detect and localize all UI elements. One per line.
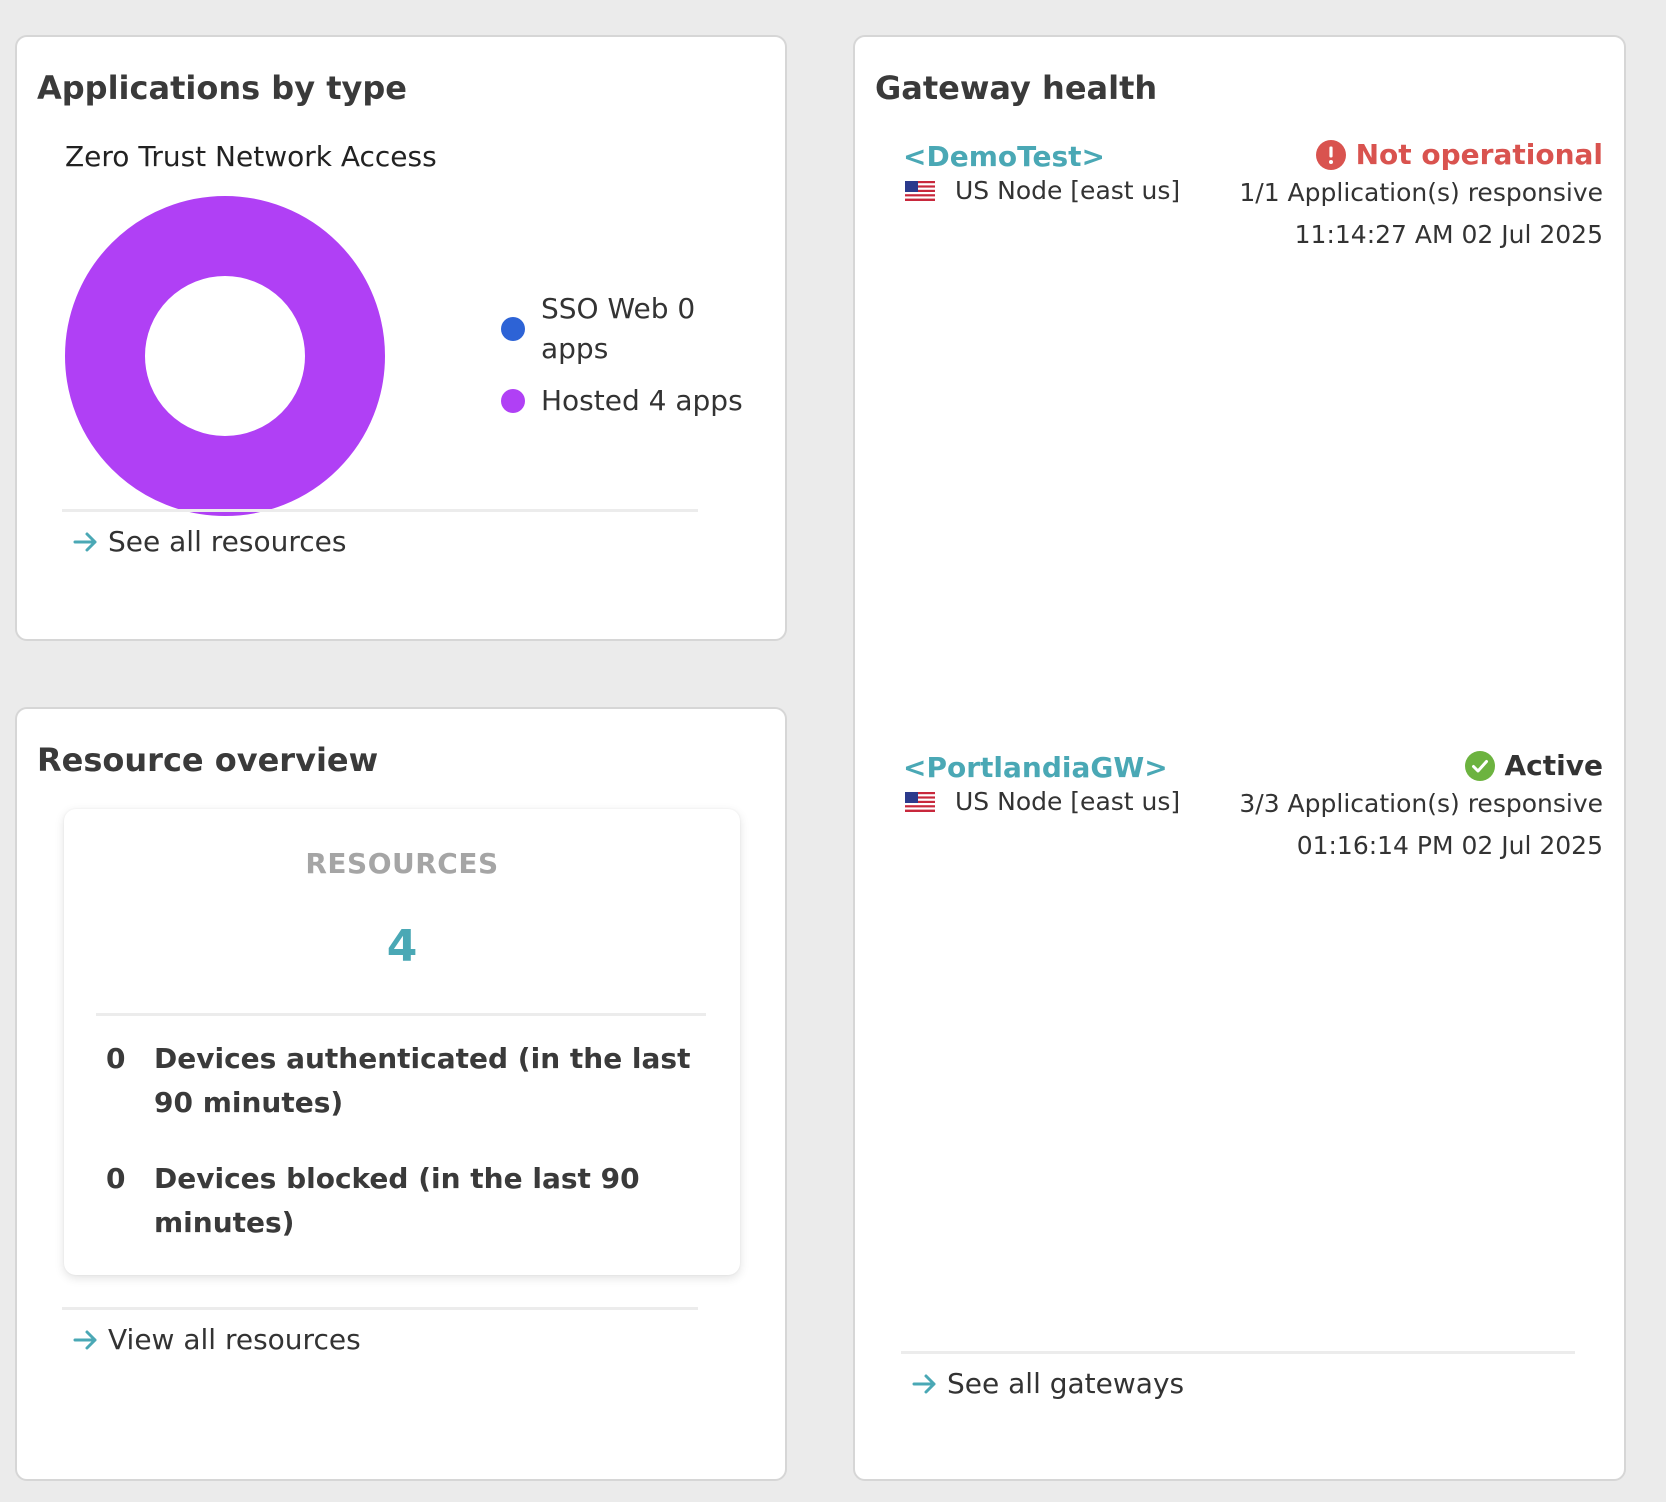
applications-by-type-card: Applications by type Zero Trust Network …: [15, 35, 787, 641]
us-flag-icon: [905, 180, 935, 201]
legend-item-sso-web[interactable]: SSO Web 0 apps: [501, 289, 761, 369]
check-circle-icon: [1464, 750, 1495, 781]
divider: [96, 1013, 706, 1016]
gateway-item: <PortlandiaGW> US Node [east us] Active …: [903, 749, 1604, 881]
stat-devices-authenticated: 0 Devices authenticated (in the last 90 …: [106, 1037, 706, 1125]
us-flag-icon: [905, 791, 935, 812]
gateway-name-link[interactable]: <DemoTest>: [903, 140, 1105, 173]
resource-overview-card: Resource overview RESOURCES 4 0 Devices …: [15, 707, 787, 1481]
divider: [901, 1351, 1575, 1354]
stat-label: Devices blocked (in the last 90 minutes): [154, 1162, 640, 1239]
see-all-gateways-label: See all gateways: [947, 1367, 1185, 1400]
resources-label: RESOURCES: [305, 847, 499, 880]
arrow-right-icon: [912, 1374, 936, 1393]
see-all-resources-link[interactable]: See all resources: [72, 525, 346, 558]
legend-label-sso-web: SSO Web 0 apps: [541, 292, 696, 365]
chart-legend: SSO Web 0 apps Hosted 4 apps: [501, 289, 761, 421]
legend-dot-hosted: [501, 389, 525, 413]
gateway-node-label: US Node [east us]: [955, 787, 1181, 816]
gateway-status-label: Not operational: [1355, 138, 1603, 171]
donut-slice-hosted[interactable]: [65, 196, 385, 516]
resources-summary-box: RESOURCES 4 0 Devices authenticated (in …: [64, 809, 740, 1275]
gateway-responsive: 3/3 Application(s) responsive: [1239, 789, 1603, 818]
chart-subtitle: Zero Trust Network Access: [65, 140, 437, 173]
divider: [62, 509, 698, 512]
gateway-responsive: 1/1 Application(s) responsive: [1239, 178, 1603, 207]
view-all-resources-label: View all resources: [108, 1323, 361, 1356]
gateway-node-label: US Node [east us]: [955, 176, 1181, 205]
gateway-status: Not operational: [1315, 138, 1603, 171]
resource-overview-title: Resource overview: [37, 741, 379, 779]
applications-card-title: Applications by type: [37, 69, 407, 107]
gateway-timestamp: 01:16:14 PM 02 Jul 2025: [1296, 831, 1603, 860]
divider: [62, 1307, 698, 1310]
arrow-right-icon: [73, 1330, 97, 1349]
gateway-health-title: Gateway health: [875, 69, 1158, 107]
applications-donut-chart[interactable]: [64, 195, 386, 517]
view-all-resources-link[interactable]: View all resources: [72, 1323, 361, 1356]
gateway-item: <DemoTest> US Node [east us] Not operati…: [903, 138, 1603, 270]
legend-item-hosted[interactable]: Hosted 4 apps: [501, 381, 761, 421]
stat-label: Devices authenticated (in the last 90 mi…: [154, 1042, 691, 1119]
legend-label-hosted: Hosted 4 apps: [541, 384, 743, 417]
stat-value: 0: [106, 1162, 126, 1195]
stat-value: 0: [106, 1042, 126, 1075]
stat-devices-blocked: 0 Devices blocked (in the last 90 minute…: [106, 1157, 706, 1245]
error-icon: [1315, 139, 1346, 170]
gateway-health-card: Gateway health <DemoTest> US Node [east …: [853, 35, 1626, 1481]
gateway-node: US Node [east us]: [905, 787, 1180, 816]
resources-count[interactable]: 4: [386, 921, 418, 972]
arrow-right-icon: [73, 532, 97, 551]
gateway-timestamp: 11:14:27 AM 02 Jul 2025: [1294, 220, 1603, 249]
gateway-status-label: Active: [1504, 749, 1604, 782]
see-all-gateways-link[interactable]: See all gateways: [911, 1367, 1184, 1400]
gateway-status: Active: [1464, 749, 1604, 782]
gateway-name-link[interactable]: <PortlandiaGW>: [903, 751, 1168, 784]
legend-dot-sso-web: [501, 317, 525, 341]
see-all-resources-label: See all resources: [108, 525, 347, 558]
gateway-node: US Node [east us]: [905, 176, 1180, 205]
